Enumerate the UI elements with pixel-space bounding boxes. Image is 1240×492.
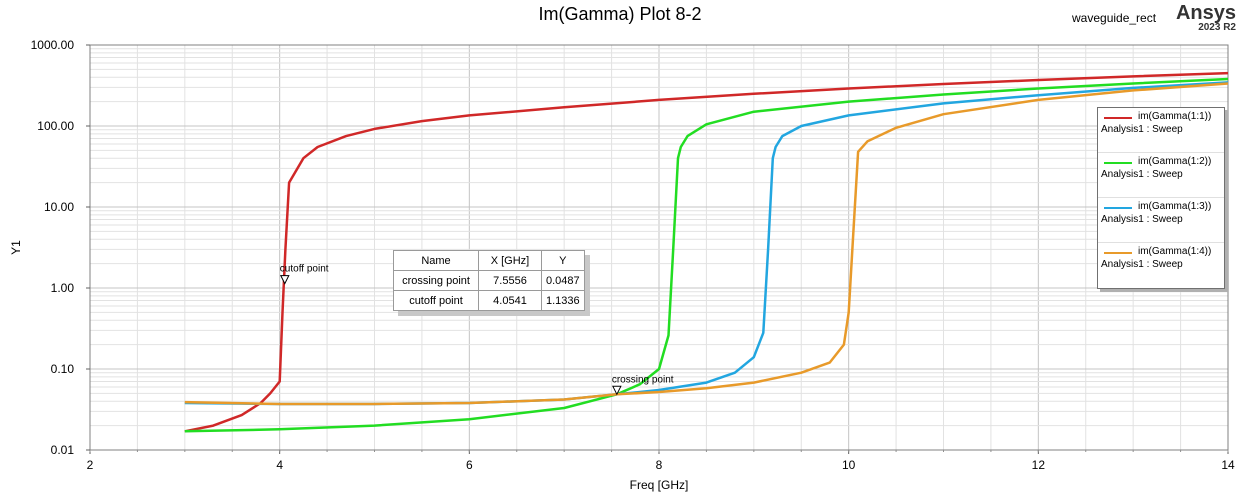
legend-series-subtitle: Analysis1 : Sweep [1101, 169, 1183, 180]
marker-table-cell: 7.5556 [478, 270, 542, 291]
marker-table[interactable]: Name X [GHz] Y crossing point 7.5556 0.0… [393, 250, 585, 311]
marker-table-cell: 4.0541 [478, 290, 542, 311]
legend-swatch [1104, 207, 1132, 209]
series-line [184, 71, 1229, 433]
y-axis-label: Y1 [9, 240, 23, 255]
x-tick-label: 4 [276, 458, 283, 472]
marker-label: crossing point [612, 374, 674, 385]
legend-series-subtitle: Analysis1 : Sweep [1101, 259, 1183, 270]
marker-table-cell: crossing point [393, 270, 479, 291]
x-tick-label: 12 [1032, 458, 1046, 472]
x-tick-label: 2 [87, 458, 94, 472]
x-tick-label: 14 [1221, 458, 1235, 472]
project-name: waveguide_rect [1072, 11, 1157, 25]
series-line [184, 82, 1229, 406]
legend-series-name: im(Gamma(1:4)) [1138, 246, 1212, 257]
series-line [184, 77, 1229, 433]
legend-series-name: im(Gamma(1:3)) [1138, 201, 1212, 212]
legend-series-name: im(Gamma(1:2)) [1138, 156, 1212, 167]
series-lines [184, 71, 1229, 433]
axis-ticks: 2 4 6 8 10 12 14 0.01 0.10 1.00 10.00 100.00 1000.00 [31, 38, 1235, 472]
marker-table-row[interactable]: crossing point 7.5556 0.0487 [393, 270, 585, 291]
marker-table-cell: cutoff point [393, 290, 479, 311]
y-tick-label: 1.00 [51, 281, 75, 295]
x-tick-label: 6 [466, 458, 473, 472]
x-tick-label: 8 [656, 458, 663, 472]
marker-table-cell: 1.1336 [541, 290, 585, 311]
marker-table-row[interactable]: cutoff point 4.0541 1.1336 [393, 290, 585, 311]
marker-table-header: Name X [GHz] Y [393, 250, 585, 271]
y-tick-label: 0.10 [51, 362, 75, 376]
legend-entry[interactable]: im(Gamma(1:1)) Analysis1 : Sweep [1098, 108, 1224, 153]
brand-version: 2023 R2 [1198, 22, 1236, 33]
marker-table-header-y: Y [541, 250, 585, 271]
brand-logo: Ansys [1175, 2, 1236, 24]
legend-series-name: im(Gamma(1:1)) [1138, 111, 1212, 122]
x-tick-label: 10 [842, 458, 856, 472]
legend-swatch [1104, 162, 1132, 164]
legend-swatch [1104, 117, 1132, 119]
legend-entry[interactable]: im(Gamma(1:2)) Analysis1 : Sweep [1098, 153, 1224, 198]
marker-triangle [612, 385, 622, 396]
legend-swatch [1104, 252, 1132, 254]
marker-table-cell: 0.0487 [541, 270, 585, 291]
grid [89, 45, 1229, 451]
legend-series-subtitle: Analysis1 : Sweep [1101, 124, 1183, 135]
legend-entry[interactable]: im(Gamma(1:4)) Analysis1 : Sweep [1098, 243, 1224, 287]
y-tick-label: 1000.00 [31, 38, 75, 52]
x-axis-label: Freq [GHz] [630, 478, 689, 492]
marker-table-header-x: X [GHz] [478, 250, 542, 271]
marker-triangle [279, 275, 290, 285]
y-tick-label: 100.00 [37, 119, 74, 133]
y-tick-label: 0.01 [51, 443, 75, 457]
y-tick-label: 10.00 [44, 200, 74, 214]
legend[interactable]: im(Gamma(1:1)) Analysis1 : Sweep im(Gamm… [1097, 107, 1225, 289]
legend-series-subtitle: Analysis1 : Sweep [1101, 214, 1183, 225]
marker-label: cutoff point [280, 264, 329, 275]
legend-entry[interactable]: im(Gamma(1:3)) Analysis1 : Sweep [1098, 198, 1224, 243]
plot-title: Im(Gamma) Plot 8-2 [538, 4, 702, 24]
marker-table-header-name: Name [393, 250, 479, 271]
